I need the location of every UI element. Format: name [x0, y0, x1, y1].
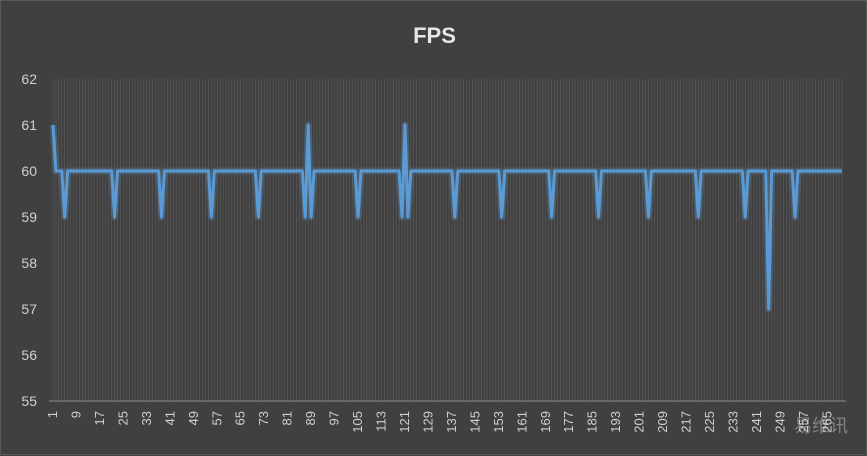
x-tick-label: 97 — [327, 411, 342, 425]
x-tick-label: 137 — [444, 411, 459, 433]
y-tick-label: 56 — [21, 347, 37, 363]
x-gridlines — [52, 79, 843, 401]
x-tick-label: 57 — [209, 411, 224, 425]
x-tick-label: 33 — [139, 411, 154, 425]
x-tick-label: 193 — [608, 411, 623, 433]
x-tick-label: 17 — [92, 411, 107, 425]
watermark: 易维讯 — [794, 416, 848, 437]
y-tick-label: 61 — [21, 117, 37, 133]
x-tick-label: 209 — [655, 411, 670, 433]
x-tick-label: 161 — [514, 411, 529, 433]
y-tick-label: 55 — [21, 393, 37, 409]
x-tick-label: 49 — [186, 411, 201, 425]
chart-title: FPS — [413, 23, 456, 48]
x-tick-label: 65 — [233, 411, 248, 425]
series-glow — [49, 121, 843, 313]
x-tick-label: 89 — [303, 411, 318, 425]
y-tick-label: 58 — [21, 255, 37, 271]
x-tick-label: 9 — [68, 411, 83, 418]
x-tick-label: 25 — [115, 411, 130, 425]
x-tick-label: 81 — [280, 411, 295, 425]
x-tick-label: 217 — [679, 411, 694, 433]
x-tick-label: 233 — [725, 411, 740, 433]
x-tick-label: 129 — [420, 411, 435, 433]
x-tick-label: 185 — [585, 411, 600, 433]
x-tick-label: 249 — [772, 411, 787, 433]
x-tick-label: 121 — [397, 411, 412, 433]
x-tick-label: 169 — [538, 411, 553, 433]
y-tick-label: 59 — [21, 209, 37, 225]
x-tick-label: 257 — [796, 411, 811, 433]
series-line-fps — [51, 123, 842, 311]
x-tick-label: 41 — [162, 411, 177, 425]
x-tick-label: 177 — [561, 411, 576, 433]
x-tick-label: 105 — [350, 411, 365, 433]
x-tick-label: 241 — [749, 411, 764, 433]
x-tick-label: 73 — [256, 411, 271, 425]
x-tick-label: 145 — [467, 411, 482, 433]
y-tick-label: 60 — [21, 163, 37, 179]
x-tick-label: 201 — [632, 411, 647, 433]
x-tick-label: 153 — [491, 411, 506, 433]
y-tick-label: 57 — [21, 301, 37, 317]
x-tick-label: 265 — [819, 411, 834, 433]
x-tick-label: 113 — [374, 411, 389, 432]
y-tick-label: 62 — [21, 71, 37, 87]
x-tick-label: 225 — [702, 411, 717, 433]
x-tick-label: 1 — [45, 411, 60, 418]
